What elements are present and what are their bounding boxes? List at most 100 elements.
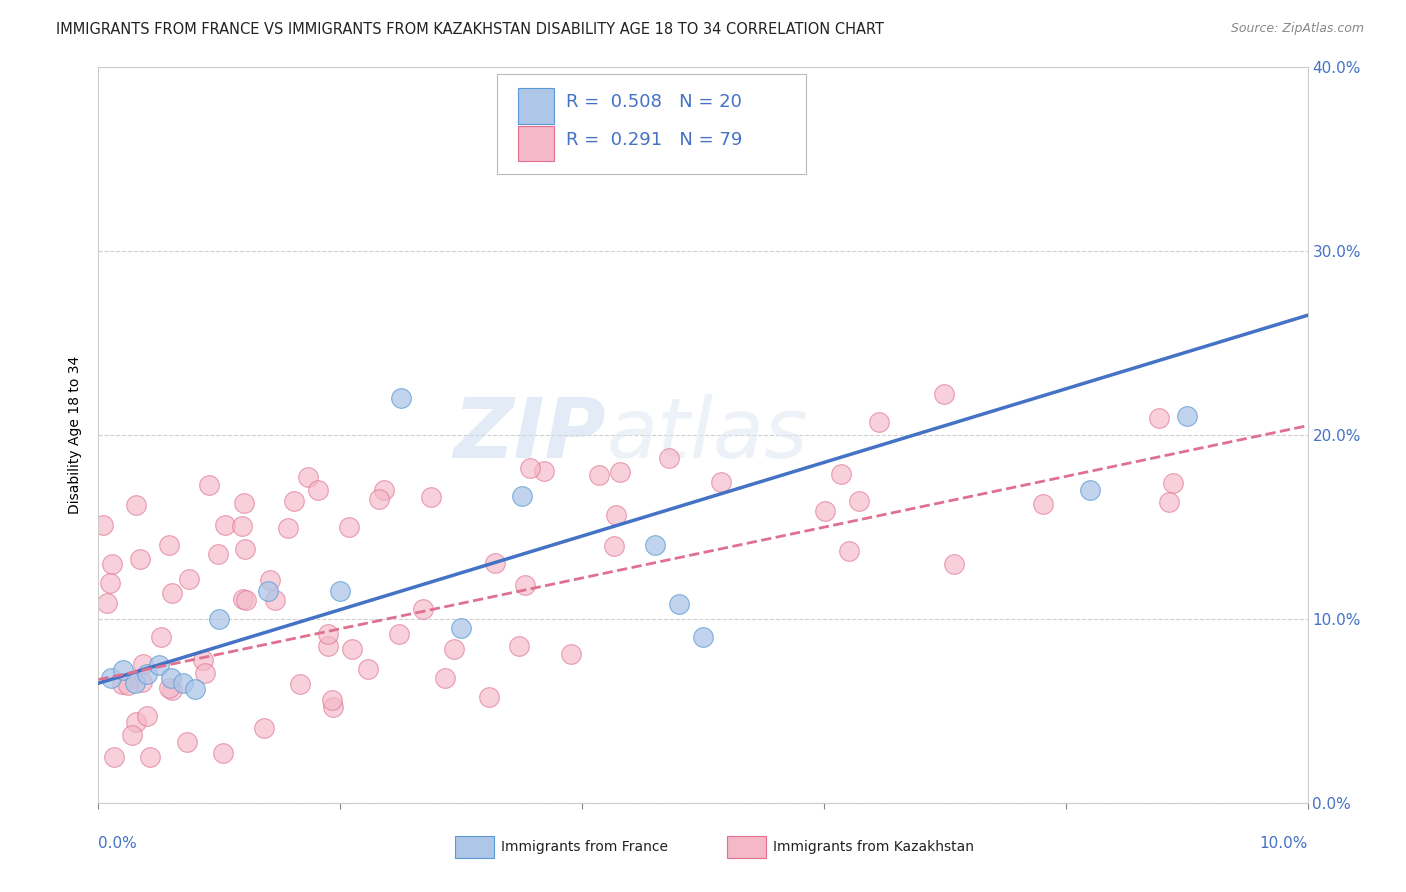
Point (322, 700, 344, 714)
Point (609, 465, 631, 479)
Point (233, 541, 256, 556)
Point (373, 483, 395, 497)
Point (177, 572, 200, 586)
Point (197, 478, 219, 492)
Text: Immigrants from Kazakhstan: Immigrants from Kazakhstan (773, 840, 974, 854)
Text: 0.0%: 0.0% (98, 836, 138, 851)
Point (932, 387, 955, 401)
Point (125, 498, 148, 512)
Point (434, 671, 457, 685)
Point (256, 584, 278, 599)
Point (132, 657, 155, 672)
Text: IMMIGRANTS FROM FRANCE VS IMMIGRANTS FROM KAZAKHSTAN DISABILITY AGE 18 TO 34 COR: IMMIGRANTS FROM FRANCE VS IMMIGRANTS FRO… (56, 22, 884, 37)
Point (510, 489, 533, 503)
Point (259, 573, 281, 587)
Point (101, 557, 124, 571)
Point (710, 475, 733, 490)
Point (103, 750, 125, 764)
Point (139, 750, 162, 764)
Point (283, 494, 305, 508)
Point (513, 578, 536, 592)
Point (157, 681, 180, 696)
Point (321, 692, 343, 706)
Point (450, 621, 472, 635)
Point (121, 728, 143, 742)
Text: ZIP: ZIP (454, 394, 606, 475)
Point (214, 518, 236, 533)
Text: 10.0%: 10.0% (1260, 836, 1308, 851)
Point (868, 415, 890, 429)
Point (208, 612, 231, 626)
Point (93, 518, 115, 533)
Point (1175, 409, 1198, 424)
Point (232, 496, 254, 510)
Point (297, 470, 319, 484)
Point (184, 681, 207, 696)
Point (131, 674, 153, 689)
Point (160, 683, 183, 698)
Point (339, 520, 361, 534)
Point (307, 483, 329, 497)
Point (98, 576, 121, 591)
Point (160, 671, 183, 685)
Point (194, 665, 217, 680)
Point (172, 676, 194, 690)
Point (125, 714, 148, 729)
Point (368, 492, 391, 507)
Point (207, 547, 229, 561)
Point (830, 467, 852, 481)
Point (478, 690, 501, 704)
Y-axis label: Disability Age 18 to 34: Disability Age 18 to 34 (69, 356, 83, 514)
Point (316, 626, 339, 640)
Point (117, 678, 139, 692)
Point (388, 627, 411, 641)
Point (484, 557, 506, 571)
Point (235, 593, 257, 607)
Point (668, 597, 690, 611)
Text: Source: ZipAtlas.com: Source: ZipAtlas.com (1230, 22, 1364, 36)
Point (605, 508, 627, 522)
Point (318, 640, 340, 654)
Point (135, 708, 157, 723)
Point (277, 521, 299, 535)
Point (135, 667, 157, 681)
Point (357, 662, 380, 676)
Text: R =  0.291   N = 79: R = 0.291 N = 79 (567, 131, 742, 150)
Point (211, 746, 233, 760)
FancyBboxPatch shape (517, 88, 554, 124)
Point (560, 647, 582, 661)
Point (176, 734, 198, 748)
Point (419, 490, 441, 504)
Point (692, 630, 714, 644)
Point (508, 639, 530, 653)
Point (148, 657, 170, 672)
Point (231, 518, 253, 533)
Point (838, 544, 860, 558)
FancyBboxPatch shape (498, 74, 806, 174)
Point (157, 537, 180, 551)
Point (264, 593, 287, 607)
Point (111, 664, 134, 678)
Point (443, 642, 465, 657)
Point (1157, 495, 1180, 509)
Point (848, 494, 870, 508)
Point (150, 630, 173, 644)
Point (644, 538, 666, 552)
Point (588, 467, 610, 482)
FancyBboxPatch shape (727, 836, 766, 858)
Point (519, 461, 541, 475)
Text: Immigrants from France: Immigrants from France (501, 840, 668, 854)
Point (942, 557, 965, 571)
Point (124, 676, 146, 690)
Point (1161, 476, 1184, 491)
FancyBboxPatch shape (456, 836, 494, 858)
Point (658, 450, 681, 465)
Point (111, 677, 134, 691)
Point (329, 584, 352, 599)
Point (533, 464, 555, 478)
Point (1147, 411, 1170, 425)
Point (96, 596, 118, 610)
Point (644, 124, 666, 138)
Point (100, 671, 122, 685)
Point (253, 722, 276, 736)
